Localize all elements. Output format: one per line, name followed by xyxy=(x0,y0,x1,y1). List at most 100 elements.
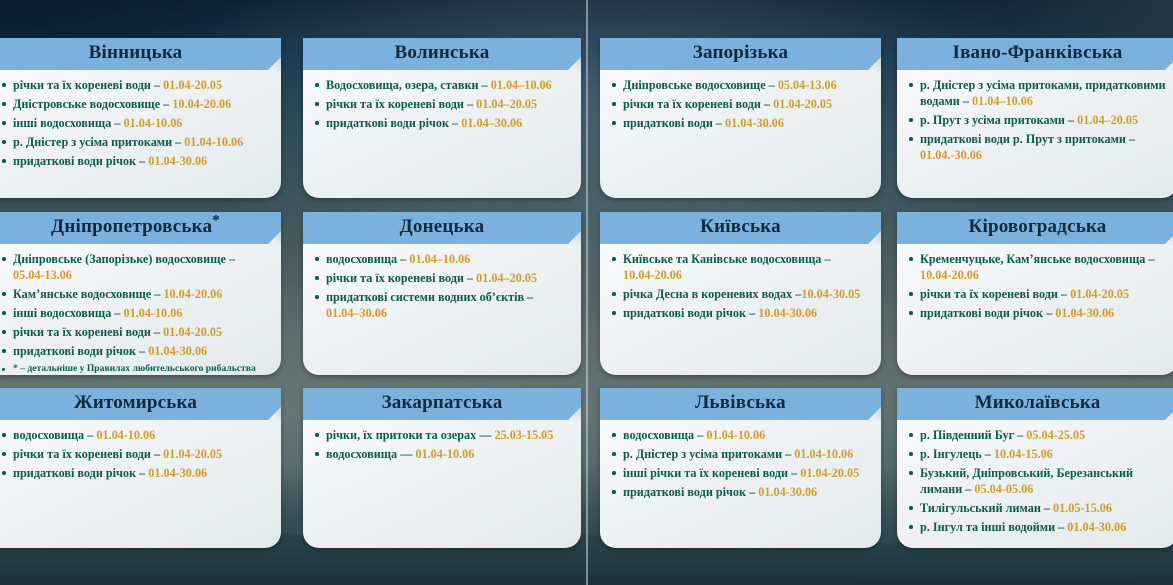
item-date-range: 01.04–20.05 xyxy=(476,271,538,286)
restriction-list: Дніпровське (Запорізьке) водосховище – 0… xyxy=(0,251,273,374)
item-date-range: 05.04-05.06 xyxy=(974,482,1034,497)
restriction-list: Дніпровське водосховище – 05.04-13.06 річ… xyxy=(610,77,873,131)
item-label: р. Південний Буг – xyxy=(920,427,1027,442)
region-card-kyivska[interactable]: Київська Київське та Канівське водосховищ… xyxy=(600,212,881,375)
item-date-range: 01.04–10.06 xyxy=(490,77,552,92)
card-body-dnipropetrovska: Дніпровське (Запорізьке) водосховище – 0… xyxy=(0,244,281,375)
list-item: річки та їх кореневі води – 01.04-20.05 xyxy=(907,286,1170,302)
item-date-range: 01.04-10.06 xyxy=(415,447,475,462)
card-body-zhytomyrska: водосховища – 01.04-10.06 річки та їх кор… xyxy=(0,420,281,548)
item-date-range: 01.04-30.06 xyxy=(148,466,208,481)
item-label: придаткові води річок – xyxy=(920,306,1056,321)
list-item: р. Прут з усіма притоками – 01.04–20.05 xyxy=(907,112,1170,128)
restriction-list: річки, їх притоки та озерах — 25.03-15.0… xyxy=(313,427,573,462)
region-card-zhytomyrska[interactable]: Житомирська водосховища – 01.04-10.06 річк… xyxy=(0,388,281,548)
corner-fold-icon xyxy=(567,406,581,421)
item-date-range: 01.04-30.06 xyxy=(758,485,818,500)
item-date-range: 01.04-30.06 xyxy=(148,344,208,359)
list-item: інші водосховища – 01.04-10.06 xyxy=(0,115,273,131)
item-date-range: 01.04-10.06 xyxy=(123,306,183,321)
card-body-kyivska: Київське та Канівське водосховища – 10.0… xyxy=(600,244,881,375)
item-label: інші водосховища – xyxy=(13,116,124,131)
item-date-range: 01.04–20.05 xyxy=(476,97,538,112)
card-body-volynska: Водосховища, озера, ставки – 01.04–10.06… xyxy=(303,70,581,198)
region-card-kirovohradska[interactable]: Кіровоградська Кременчуцьке, Кам’янське в… xyxy=(897,212,1173,375)
restriction-list: р. Південний Буг – 05.04-25.05 р. Інгулец… xyxy=(907,427,1170,536)
item-date-range: 01.04.-30.06 xyxy=(920,148,982,163)
list-item: придаткові води річок – 01.04-30.06 xyxy=(907,305,1170,321)
restriction-list: водосховища – 01.04-10.06 річки та їх кор… xyxy=(0,427,273,481)
restriction-list: Водосховища, озера, ставки – 01.04–10.06… xyxy=(313,77,573,131)
list-item: придаткові води річок – 01.04-30.06 xyxy=(0,465,273,481)
corner-fold-icon xyxy=(1164,56,1173,71)
card-body-mykolaivska: р. Південний Буг – 05.04-25.05 р. Інгулец… xyxy=(897,420,1173,548)
item-label: придаткові води – xyxy=(623,116,726,131)
item-label: придаткові води річок – xyxy=(623,485,759,500)
item-date-range: 05.04-13.06 xyxy=(13,268,72,283)
list-item: придаткові води р. Прут з притоками – 01… xyxy=(907,131,1170,163)
list-item: Тилігульський лиман – 01.05-15.06 xyxy=(907,500,1170,516)
item-date-range: 01.04–30.06 xyxy=(326,306,387,321)
region-card-ivano-frankivska[interactable]: Івано-Франківська р. Дністер з усіма прит… xyxy=(897,38,1173,198)
region-card-dnipropetrovska[interactable]: Дніпропетровська* Дніпровське (Запорізьке… xyxy=(0,212,281,375)
card-body-ivano-frankivska: р. Дністер з усіма притоками, придаткови… xyxy=(897,70,1173,198)
corner-fold-icon xyxy=(567,56,581,71)
list-item: Водосховища, озера, ставки – 01.04–10.06 xyxy=(313,77,573,93)
item-label: інші водосховища – xyxy=(13,306,124,321)
item-label: Дніпровське водосховище – xyxy=(623,77,778,92)
item-label: річки та їх кореневі води – xyxy=(920,287,1071,302)
list-item: Дніпровське водосховище – 05.04-13.06 xyxy=(610,77,873,93)
item-date-range: 10.04-20.06 xyxy=(920,268,979,283)
list-item: р. Інгулець – 10.04-15.06 xyxy=(907,446,1170,462)
region-card-volynska[interactable]: Волинська Водосховища, озера, ставки – 01… xyxy=(303,38,581,198)
item-label: р. Дністер з усіма притоками – xyxy=(623,447,795,462)
corner-fold-icon xyxy=(267,230,281,245)
region-card-lvivska[interactable]: Львівська водосховища – 01.04-10.06 р. Дні… xyxy=(600,388,881,548)
region-card-zakarpatska[interactable]: Закарпатська річки, їх притоки та озерах … xyxy=(303,388,581,548)
item-label: водосховища – xyxy=(13,427,97,442)
card-title-volynska: Волинська xyxy=(303,38,581,71)
title-footnote-marker: * xyxy=(212,212,220,229)
restriction-list: річки та їх кореневі води – 01.04-20.05 Д… xyxy=(0,77,273,169)
item-date-range: 01.04-20.05 xyxy=(773,97,833,112)
restriction-list: водосховища – 01.04–10.06 річки та їх кор… xyxy=(313,251,573,321)
item-date-range: 01.04-30.06 xyxy=(725,116,784,131)
list-item: придаткові води річок – 01.04-30.06 xyxy=(0,153,273,169)
item-label: р. Прут з усіма притоками – xyxy=(920,113,1078,128)
region-card-zaporizka[interactable]: Запорізька Дніпровське водосховище – 05.0… xyxy=(600,38,881,198)
item-label: Дністровське водосховище – xyxy=(13,97,173,112)
item-date-range: 10.04-20.06 xyxy=(172,97,232,112)
item-label: річки та їх кореневі води – xyxy=(13,77,164,92)
list-item: придаткові води річок – 01.04-30.06 xyxy=(0,343,273,359)
item-label: річки та їх кореневі води – xyxy=(13,325,164,340)
corner-fold-icon xyxy=(1164,230,1173,245)
item-date-range: 05.04-13.06 xyxy=(777,77,837,92)
item-date-range: 01.04-20.05 xyxy=(1070,287,1130,302)
list-item: річки та їх кореневі води – 01.04-20.05 xyxy=(0,446,273,462)
item-label: річка Десна в кореневих водах – xyxy=(623,287,802,302)
region-card-mykolaivska[interactable]: Миколаївська р. Південний Буг – 05.04-25.… xyxy=(897,388,1173,548)
card-title-donetska: Донецька xyxy=(303,212,581,245)
card-title-mykolaivska: Миколаївська xyxy=(897,388,1173,421)
region-card-donetska[interactable]: Донецька водосховища – 01.04–10.06 річки т… xyxy=(303,212,581,375)
list-item: р. Інгул та інші водойми – 01.04-30.06 xyxy=(907,519,1170,535)
item-label: річки та їх кореневі води – xyxy=(13,447,164,462)
list-item: річки та їх кореневі води – 01.04-20.05 xyxy=(0,324,273,340)
item-date-range: 01.04-30.06 xyxy=(1067,520,1127,535)
item-label: водосховища — xyxy=(326,447,416,462)
item-label: річки та їх кореневі води – xyxy=(326,271,477,286)
list-item: річка Десна в кореневих водах –10.04-30.… xyxy=(610,286,873,302)
item-date-range: 01.04-20.05 xyxy=(800,466,860,481)
item-label: Київське та Канівське водосховища – xyxy=(623,251,831,266)
list-item: Дністровське водосховище – 10.04-20.06 xyxy=(0,96,273,112)
region-card-vinnytska[interactable]: Вінницька річки та їх кореневі води – 01.… xyxy=(0,38,281,198)
panel-divider xyxy=(586,0,588,585)
card-title-dnipropetrovska: Дніпропетровська* xyxy=(0,212,281,245)
card-body-zakarpatska: річки, їх притоки та озерах — 25.03-15.0… xyxy=(303,420,581,548)
corner-fold-icon xyxy=(267,56,281,71)
card-title-zaporizka: Запорізька xyxy=(600,38,881,71)
corner-fold-icon xyxy=(867,56,881,71)
item-date-range: 01.04–30.06 xyxy=(461,116,523,131)
card-title-vinnytska: Вінницька xyxy=(0,38,281,71)
item-label: Бузький, Дніпровський, Березанський лима… xyxy=(920,466,1134,497)
